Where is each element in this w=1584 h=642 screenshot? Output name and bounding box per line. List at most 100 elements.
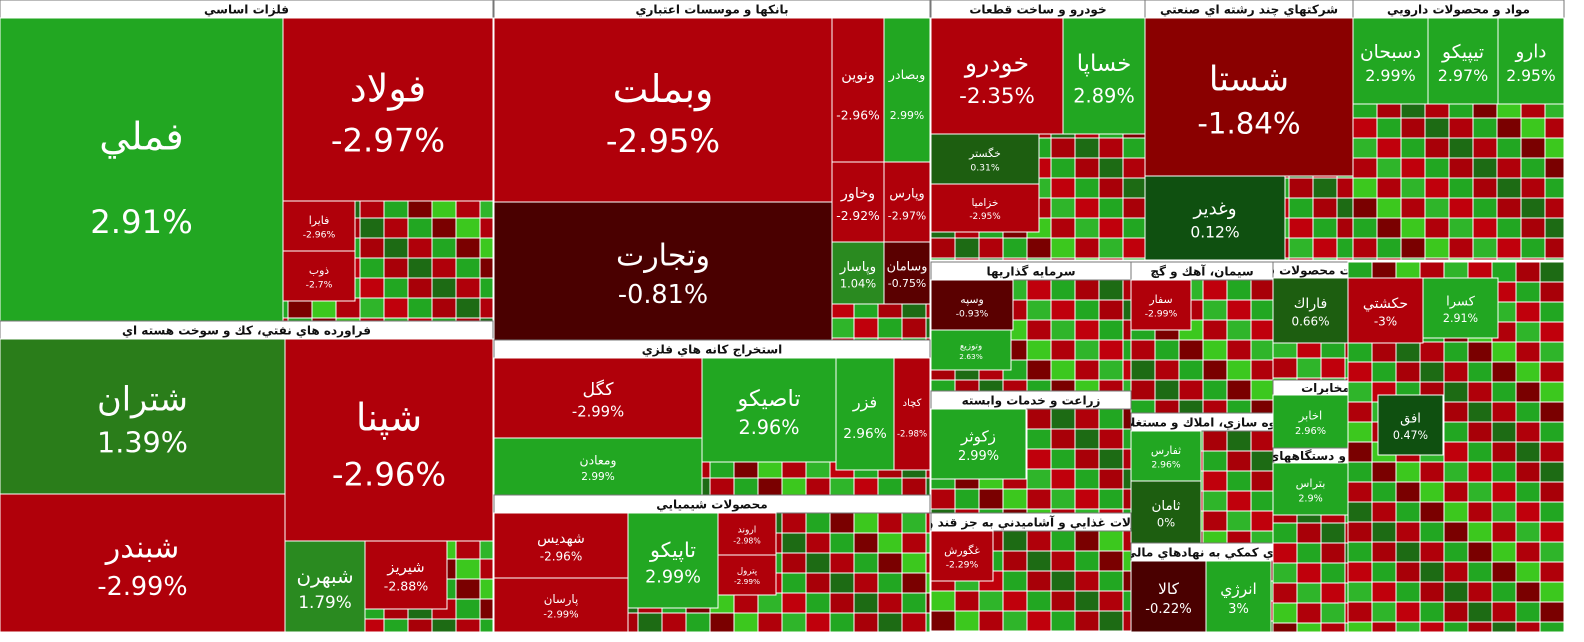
filler-tile — [1050, 359, 1076, 381]
tile-name: خساپا — [1077, 51, 1132, 77]
filler-tile — [1347, 421, 1373, 443]
filler-tile — [479, 277, 494, 299]
filler-tile — [877, 532, 903, 554]
filler-tile — [1226, 530, 1252, 544]
filler-tile — [829, 317, 855, 339]
filler-tile — [1272, 602, 1298, 624]
filler-tile — [1347, 501, 1373, 523]
filler-tile — [1098, 610, 1124, 632]
filler-tile — [901, 532, 927, 554]
filler-tile — [1098, 590, 1124, 612]
filler-tile — [1050, 217, 1076, 239]
tile — [1422, 277, 1499, 339]
filler-tile — [1122, 237, 1146, 259]
filler-tile — [1178, 359, 1204, 381]
filler-tile — [1050, 197, 1076, 219]
filler-tile — [901, 592, 927, 614]
filler-tile — [1544, 117, 1565, 139]
filler-tile — [1050, 570, 1076, 592]
filler-tile — [1026, 488, 1052, 510]
filler-tile — [1520, 177, 1546, 199]
tile-change: -2.92% — [836, 209, 879, 223]
filler-tile — [1002, 508, 1028, 514]
filler-tile — [1347, 341, 1373, 363]
filler-tile — [1272, 357, 1298, 379]
tile-change: -2.96% — [332, 455, 446, 493]
filler-tile — [1074, 237, 1100, 259]
filler-tile — [1312, 177, 1338, 199]
filler-tile — [1539, 521, 1565, 543]
tile-name: وسامان — [887, 259, 928, 274]
filler-tile — [1026, 279, 1052, 301]
tile-name: كالا — [1158, 580, 1179, 598]
tile — [930, 133, 1040, 185]
sector-title: استخراج كانه هاي فلزي — [642, 343, 783, 357]
tile-change: -2.98% — [733, 537, 760, 546]
tile-change: -2.96% — [836, 108, 879, 122]
filler-tile — [1026, 550, 1052, 572]
filler-tile — [1515, 281, 1541, 303]
filler-tile — [733, 477, 759, 496]
tile-change: 2.63% — [959, 352, 982, 361]
tile-name: خودرو — [963, 48, 1029, 78]
tile — [364, 540, 448, 610]
filler-tile — [1074, 299, 1100, 321]
filler-tile — [925, 612, 931, 633]
filler-tile — [1448, 137, 1474, 159]
filler-tile — [1395, 481, 1421, 503]
filler-tile — [1098, 428, 1124, 450]
filler-tile — [1400, 217, 1426, 239]
sector: استخراج كانه هاي فلزي كگل -2.99% ومعادن 2.99… — [493, 339, 931, 496]
filler-tile — [1371, 341, 1397, 363]
filler-tile — [1288, 197, 1314, 219]
filler-tile — [1154, 339, 1180, 361]
filler-tile — [1272, 582, 1298, 604]
filler-tile — [925, 592, 931, 614]
filler-tile — [1515, 261, 1541, 283]
filler-tile — [1026, 630, 1052, 633]
tile-name: وپاسار — [839, 259, 876, 275]
filler-tile — [1515, 301, 1541, 323]
filler-tile — [1395, 581, 1421, 603]
tile — [1352, 17, 1429, 105]
filler-tile — [1098, 530, 1124, 552]
filler-tile — [1074, 359, 1100, 381]
filler-tile — [829, 512, 855, 534]
filler-tile — [1472, 197, 1498, 219]
filler-tile — [1467, 621, 1493, 633]
filler-tile — [1443, 541, 1469, 563]
sector-title: محصولات غذايي و آشاميدني به جز قند و شكر — [895, 515, 1167, 531]
filler-tile — [1296, 602, 1322, 624]
tile — [1272, 277, 1349, 344]
filler-tile — [1539, 321, 1565, 343]
filler-tile — [1074, 550, 1100, 572]
filler-tile — [829, 532, 855, 554]
filler-tile — [1472, 157, 1498, 179]
filler-tile — [1539, 561, 1565, 583]
tile-name: وتوزيع — [960, 342, 982, 352]
filler-tile — [1376, 257, 1402, 261]
filler-tile — [1424, 217, 1450, 239]
filler-tile — [954, 590, 980, 612]
filler-tile — [1154, 379, 1180, 401]
filler-tile — [1544, 237, 1565, 259]
filler-tile — [1288, 217, 1314, 239]
filler-tile — [853, 552, 879, 574]
filler-tile — [1371, 461, 1397, 483]
tile-name: وبصادر — [888, 68, 926, 83]
filler-tile — [1424, 177, 1450, 199]
tile — [493, 577, 629, 633]
filler-tile — [1050, 257, 1076, 261]
filler-tile — [1515, 541, 1541, 563]
filler-tile — [359, 277, 385, 299]
filler-tile — [1050, 339, 1076, 361]
filler-tile — [1472, 237, 1498, 259]
filler-tile — [1395, 621, 1421, 633]
filler-tile — [1448, 217, 1474, 239]
tile-change: 2.97% — [1438, 66, 1488, 85]
filler-tile — [1376, 157, 1402, 179]
filler-tile — [1352, 137, 1378, 159]
filler-tile — [1376, 137, 1402, 159]
filler-tile — [1467, 421, 1493, 443]
